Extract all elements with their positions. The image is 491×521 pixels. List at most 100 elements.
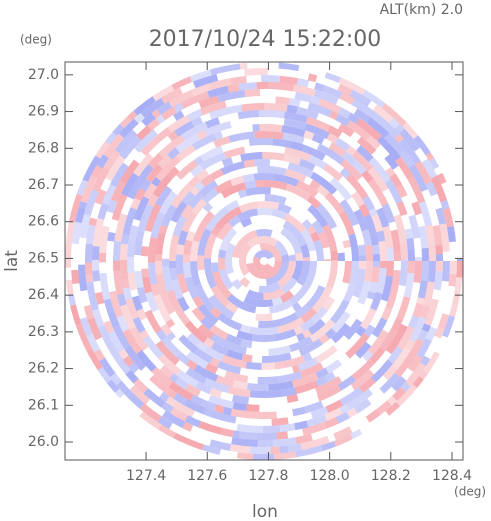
echo-cell <box>106 379 120 394</box>
echo-cell <box>92 270 101 282</box>
echo-cell <box>337 261 345 274</box>
echo-cell <box>220 182 247 199</box>
echo-cell <box>156 329 167 341</box>
echo-cell <box>269 261 282 277</box>
echo-cell <box>281 253 289 261</box>
echo-cell <box>188 175 201 188</box>
echo-cell <box>349 89 372 107</box>
echo-cell <box>370 236 379 246</box>
echo-cell <box>339 404 350 415</box>
echo-cell <box>368 207 378 217</box>
echo-cell <box>110 162 129 188</box>
echo-cell <box>127 173 147 200</box>
echo-cell <box>162 266 174 293</box>
echo-cell <box>175 133 200 153</box>
echo-cell <box>385 287 399 310</box>
echo-cell <box>351 359 375 381</box>
echo-cell <box>368 281 378 294</box>
echo-cell <box>79 213 91 239</box>
echo-cell <box>107 310 120 328</box>
echo-cell <box>300 307 318 323</box>
echo-cell <box>133 112 145 124</box>
echo-cell <box>207 188 219 199</box>
echo-cell <box>176 244 185 255</box>
echo-cell <box>376 207 387 221</box>
echo-cell <box>358 377 376 393</box>
echo-cell <box>279 75 298 86</box>
echo-cell <box>350 369 375 391</box>
echo-cell <box>258 109 274 118</box>
echo-cell <box>351 98 378 120</box>
echo-cell <box>272 138 292 148</box>
echo-cell <box>189 68 212 82</box>
echo-cell <box>346 145 357 157</box>
echo-cell <box>217 360 242 375</box>
echo-cell <box>400 381 411 393</box>
echo-cell <box>258 319 281 328</box>
echo-cell <box>300 243 310 258</box>
echo-cell <box>442 207 454 228</box>
echo-cell <box>134 270 144 289</box>
echo-cell <box>302 328 312 339</box>
echo-cell <box>324 192 345 215</box>
echo-cell <box>139 329 149 340</box>
echo-cell <box>205 206 230 232</box>
echo-cell <box>192 295 204 309</box>
echo-cell <box>209 439 231 451</box>
echo-cell <box>394 133 404 144</box>
echo-cell <box>147 193 159 207</box>
echo-cell <box>113 240 122 261</box>
echo-cell <box>96 154 110 169</box>
echo-cell <box>165 396 178 408</box>
echo-cell <box>256 81 269 90</box>
echo-cell <box>295 259 303 261</box>
echo-cell <box>382 365 398 381</box>
echo-cell <box>132 316 146 334</box>
echo-cell <box>219 227 238 252</box>
echo-cell <box>140 97 165 119</box>
echo-cell <box>136 125 153 141</box>
echo-cell <box>449 261 457 275</box>
echo-cell <box>126 391 145 409</box>
echo-cell <box>239 62 248 70</box>
echo-cell <box>381 306 393 321</box>
echo-cell <box>277 316 305 334</box>
echo-cell <box>382 225 394 249</box>
echo-cell <box>113 270 124 296</box>
echo-cell <box>143 388 166 408</box>
echo-cell <box>345 388 374 411</box>
echo-cell <box>200 316 214 331</box>
echo-cell <box>246 235 278 249</box>
echo-cell <box>346 120 371 141</box>
echo-cell <box>288 98 301 107</box>
echo-cell <box>182 421 194 432</box>
echo-cell <box>313 89 339 105</box>
echo-cell <box>158 224 168 235</box>
echo-cell <box>214 130 224 140</box>
echo-cell <box>358 255 366 261</box>
echo-cell <box>105 155 126 182</box>
echo-cell <box>325 399 343 413</box>
echo-cell <box>356 145 374 162</box>
echo-cell <box>91 308 105 328</box>
echo-cell <box>395 124 405 134</box>
echo-cell <box>150 283 161 296</box>
echo-cell <box>398 138 421 165</box>
echo-cell <box>177 230 189 246</box>
echo-cell <box>242 173 255 183</box>
echo-cell <box>156 101 173 115</box>
echo-cell <box>221 157 234 167</box>
echo-cell <box>134 188 146 201</box>
echo-cell <box>127 256 135 274</box>
echo-cell <box>159 365 174 379</box>
echo-cell <box>302 145 326 161</box>
y-tick-label: 27.0 <box>28 67 59 83</box>
echo-cell <box>161 336 182 358</box>
echo-cell <box>204 377 230 394</box>
echo-cell <box>435 207 447 225</box>
echo-cell <box>209 78 232 90</box>
echo-cell <box>177 411 188 422</box>
echo-cell <box>227 386 251 398</box>
echo-cell <box>256 208 273 216</box>
